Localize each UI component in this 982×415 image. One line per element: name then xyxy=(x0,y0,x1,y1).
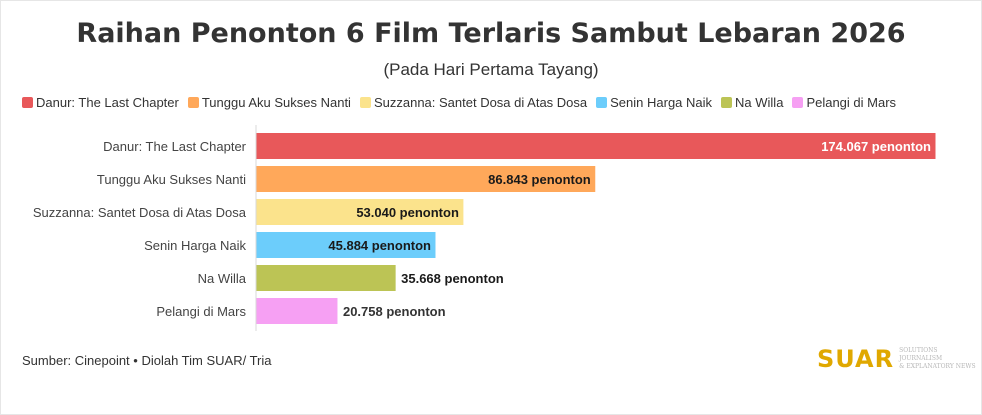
data-label: 53.040 penonton xyxy=(356,205,459,220)
legend-item[interactable]: Danur: The Last Chapter xyxy=(22,95,179,110)
category-label: Pelangi di Mars xyxy=(156,304,246,319)
bar[interactable] xyxy=(256,199,464,225)
legend-label: Na Willa xyxy=(735,94,784,110)
legend-swatch xyxy=(596,96,608,108)
chart-legend: Danur: The Last Chapter Tunggu Aku Sukses… xyxy=(22,93,905,111)
legend-swatch xyxy=(792,96,804,108)
legend-label: Danur: The Last Chapter xyxy=(36,94,179,110)
legend-swatch xyxy=(721,96,733,108)
legend-item[interactable]: Pelangi di Mars xyxy=(792,95,896,110)
bar[interactable] xyxy=(256,133,936,159)
bar[interactable] xyxy=(256,298,338,324)
category-label: Danur: The Last Chapter xyxy=(103,139,247,154)
legend-label: Suzzanna: Santet Dosa di Atas Dosa xyxy=(373,94,588,110)
data-label: 20.758 penonton xyxy=(343,304,446,319)
legend-swatch xyxy=(359,96,371,108)
data-label: 174.067 penonton xyxy=(821,139,931,154)
legend-item[interactable]: Tunggu Aku Sukses Nanti xyxy=(187,94,351,110)
logo-tagline: SOLUTIONS JOURNALISM & EXPLANATORY NEWS xyxy=(899,347,976,370)
bar[interactable] xyxy=(256,166,596,192)
logo-wordmark: SUAR xyxy=(817,345,895,373)
legend-item[interactable]: Na Willa xyxy=(721,95,783,110)
bar-chart: Danur: The Last Chapter 174.067 penonton T… xyxy=(33,125,936,331)
chart-title: Raihan Penonton 6 Film Terlaris Sambut L… xyxy=(76,18,906,49)
legend-item[interactable]: Suzzanna: Santet Dosa di Atas Dosa xyxy=(359,94,588,110)
category-label: Tunggu Aku Sukses Nanti xyxy=(97,172,246,187)
legend-label: Tunggu Aku Sukses Nanti xyxy=(201,94,351,110)
bar[interactable] xyxy=(256,265,396,291)
category-label: Na Willa xyxy=(198,271,247,286)
category-label: Suzzanna: Santet Dosa di Atas Dosa xyxy=(33,205,247,220)
source-note: Sumber: Cinepoint • Diolah Tim SUAR/ Tri… xyxy=(22,353,272,368)
data-label: 45.884 penonton xyxy=(328,238,431,253)
bar[interactable] xyxy=(256,232,436,258)
category-label: Senin Harga Naik xyxy=(144,238,246,253)
legend-label: Pelangi di Mars xyxy=(806,94,897,110)
chart-subtitle: (Pada Hari Pertama Tayang) xyxy=(383,60,599,79)
legend-label: Senin Harga Naik xyxy=(610,94,713,110)
legend-swatch xyxy=(187,96,199,108)
legend-item[interactable]: Senin Harga Naik xyxy=(596,95,712,110)
suar-logo: SUAR SOLUTIONS JOURNALISM & EXPLANATORY N… xyxy=(817,344,979,374)
data-label: 86.843 penonton xyxy=(488,172,591,187)
legend-swatch xyxy=(22,96,33,108)
data-label: 35.668 penonton xyxy=(401,271,504,286)
